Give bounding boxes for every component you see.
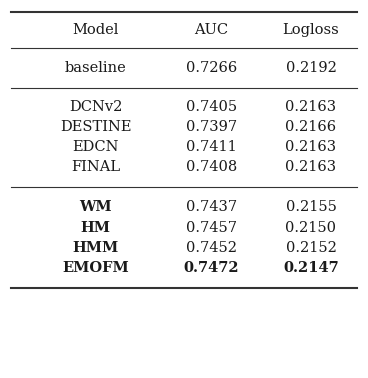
Text: DCNv2: DCNv2 xyxy=(69,100,123,114)
Text: WM: WM xyxy=(79,200,112,214)
Text: 0.2155: 0.2155 xyxy=(286,200,336,214)
Text: 0.7405: 0.7405 xyxy=(186,100,237,114)
Text: HMM: HMM xyxy=(72,241,119,255)
Text: 0.7411: 0.7411 xyxy=(186,140,237,154)
Text: 0.7266: 0.7266 xyxy=(186,61,237,75)
Text: AUC: AUC xyxy=(195,23,229,37)
Text: 0.7472: 0.7472 xyxy=(184,261,240,275)
Text: 0.2192: 0.2192 xyxy=(286,61,336,75)
Text: 0.2163: 0.2163 xyxy=(286,100,336,114)
Text: EMOFM: EMOFM xyxy=(62,261,129,275)
Text: 0.7457: 0.7457 xyxy=(186,221,237,235)
Text: HM: HM xyxy=(81,221,111,235)
Text: 0.2163: 0.2163 xyxy=(286,140,336,154)
Text: 0.7452: 0.7452 xyxy=(186,241,237,255)
Text: 0.2152: 0.2152 xyxy=(286,241,336,255)
Text: EDCN: EDCN xyxy=(72,140,119,154)
Text: 0.7437: 0.7437 xyxy=(186,200,237,214)
Text: 0.2147: 0.2147 xyxy=(283,261,339,275)
Text: 0.2163: 0.2163 xyxy=(286,160,336,174)
Text: Model: Model xyxy=(72,23,119,37)
Text: 0.2150: 0.2150 xyxy=(286,221,336,235)
Text: Logloss: Logloss xyxy=(283,23,339,37)
Text: FINAL: FINAL xyxy=(71,160,120,174)
Text: 0.7397: 0.7397 xyxy=(186,120,237,134)
Text: 0.7408: 0.7408 xyxy=(186,160,237,174)
Text: baseline: baseline xyxy=(65,61,127,75)
Text: 0.2166: 0.2166 xyxy=(286,120,336,134)
Text: DESTINE: DESTINE xyxy=(60,120,131,134)
